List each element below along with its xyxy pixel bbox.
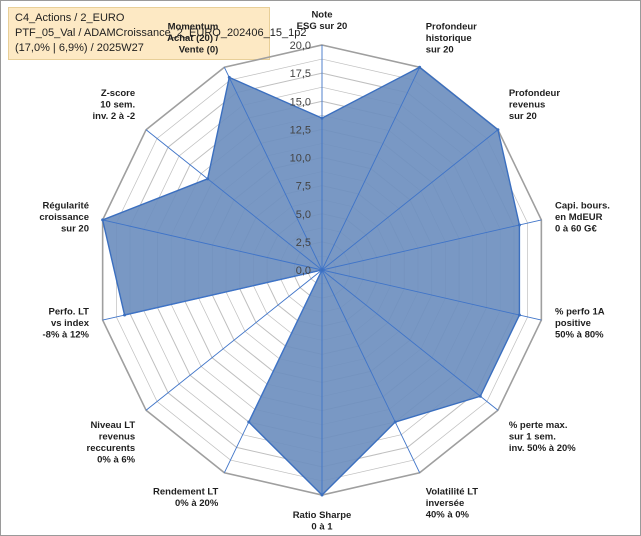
axis-spoke <box>321 67 421 271</box>
axis-label-line: reccurents <box>87 443 136 454</box>
tick-label: 20,0 <box>290 40 311 52</box>
axis-label: Profondeur revenus sur 20 <box>509 88 560 122</box>
axis-label-line: 0% à 6% <box>97 455 136 466</box>
axis-label-line: croissance <box>39 212 89 223</box>
axis-label-line: Note <box>311 10 332 21</box>
axis-label-line: Niveau LT <box>90 420 135 431</box>
header-line-3: (17,0% | 6,9%) / 2025W27 <box>15 42 144 54</box>
axis-label: Volatilité LT inversée 40% à 0% <box>426 486 479 520</box>
axis-label: Profondeur historique sur 20 <box>426 22 477 56</box>
axis-label: Z-score 10 sem. inv. 2 à -2 <box>93 88 136 122</box>
axis-spoke <box>102 219 323 271</box>
axis-label-line: sur 20 <box>426 45 454 56</box>
axis-label-line: 0 à 60 G€ <box>555 223 597 234</box>
axis-spoke <box>321 269 499 411</box>
axis-label-line: Vente (0) <box>179 45 219 56</box>
axis-label-line: -8% à 12% <box>43 330 90 341</box>
axis-label-line: vs index <box>51 318 90 329</box>
axis-label-line: Régularité <box>43 200 89 211</box>
axis-label-line: Volatilité LT <box>426 486 479 497</box>
axis-spoke <box>321 219 542 271</box>
axis-label-line: 50% à 80% <box>555 330 604 341</box>
axis-label: Perfo. LT vs index -8% à 12% <box>43 307 90 341</box>
axis-spoke <box>223 67 323 271</box>
axis-label-line: Profondeur <box>426 22 477 33</box>
axis-label-line: inv. 2 à -2 <box>93 111 136 122</box>
axis-label: Note ESG sur 20 <box>297 10 348 33</box>
axis-label: Capi. bours. en MdEUR 0 à 60 G€ <box>555 200 610 234</box>
tick-label: 0,0 <box>296 265 311 277</box>
axis-label-line: en MdEUR <box>555 212 603 223</box>
series-area <box>101 66 521 496</box>
data-point <box>227 75 231 79</box>
data-point <box>517 313 521 317</box>
axis-spoke <box>321 269 421 473</box>
axis-label-line: historique <box>426 33 472 44</box>
data-point <box>496 128 500 132</box>
axis-label-line: sur 20 <box>61 223 89 234</box>
data-point <box>517 223 521 227</box>
axis-label: Rendement LT 0% à 20% <box>153 486 219 509</box>
axis-spoke <box>321 269 542 321</box>
axis-label-line: Z-score <box>101 88 135 99</box>
axis-label: Momentum Achat (20) / Vente (0) <box>167 22 219 56</box>
axis-label: Niveau LT revenus reccurents 0% à 6% <box>87 420 136 466</box>
axis-label-line: Capi. bours. <box>555 200 610 211</box>
tick-label: 7,5 <box>296 181 311 193</box>
tick-label: 10,0 <box>290 153 311 165</box>
data-point <box>247 420 251 424</box>
axis-label: Ratio Sharpe 0 à 1 <box>293 510 352 533</box>
axis-label-line: revenus <box>99 432 135 443</box>
data-point <box>320 268 324 272</box>
axis-label-line: revenus <box>509 99 545 110</box>
axis-label-line: inversée <box>426 498 465 509</box>
data-point <box>418 65 422 69</box>
axis-spoke <box>145 129 323 271</box>
chart-header: C4_Actions / 2_EURO PTF_05_Val / ADAMCro… <box>8 7 307 60</box>
axis-spoke <box>145 269 323 411</box>
axis-label-line: sur 20 <box>509 111 537 122</box>
tick-label: 17,5 <box>290 68 311 80</box>
tick-label: 5,0 <box>296 209 311 221</box>
axis-label-line: Profondeur <box>509 88 560 99</box>
data-point <box>320 493 324 497</box>
axis-label-line: positive <box>555 318 591 329</box>
axis-label-line: 40% à 0% <box>426 509 470 520</box>
axis-label-line: sur 1 sem. <box>509 432 556 443</box>
data-point <box>393 420 397 424</box>
axis-spoke <box>102 269 323 321</box>
axis-label-line: 0% à 20% <box>175 498 219 509</box>
axis-label-line: % perte max. <box>509 420 568 431</box>
data-point <box>123 313 127 317</box>
data-point <box>206 177 210 181</box>
tick-label: 15,0 <box>290 96 311 108</box>
axis-label-line: ESG sur 20 <box>297 21 348 32</box>
tick-label: 2,5 <box>296 237 311 249</box>
header-line-1: C4_Actions / 2_EURO <box>15 12 125 24</box>
axis-label-line: inv. 50% à 20% <box>509 443 576 454</box>
axis-spoke <box>223 269 323 473</box>
axis-label-line: Perfo. LT <box>49 307 90 318</box>
axis-label-line: Achat (20) / <box>167 33 219 44</box>
axis-spoke <box>321 129 499 271</box>
axis-label-line: 0 à 1 <box>311 522 333 533</box>
axis-label-line: Momentum <box>168 22 219 33</box>
axis-label: % perte max. sur 1 sem. inv. 50% à 20% <box>509 420 576 454</box>
data-point <box>320 116 324 120</box>
axis-label-line: % perfo 1A <box>555 307 605 318</box>
axis-label-line: Ratio Sharpe <box>293 510 352 521</box>
axis-label: % perfo 1A positive 50% à 80% <box>555 307 605 341</box>
axis-label: Régularité croissance sur 20 <box>39 200 89 234</box>
axis-label-line: Rendement LT <box>153 486 218 497</box>
tick-label: 12,5 <box>290 124 311 136</box>
data-point <box>478 394 482 398</box>
header-line-2: PTF_05_Val / ADAMCroissance_2_EURO_20240… <box>15 27 307 39</box>
axis-label-line: 10 sem. <box>100 99 135 110</box>
data-point <box>101 218 105 222</box>
